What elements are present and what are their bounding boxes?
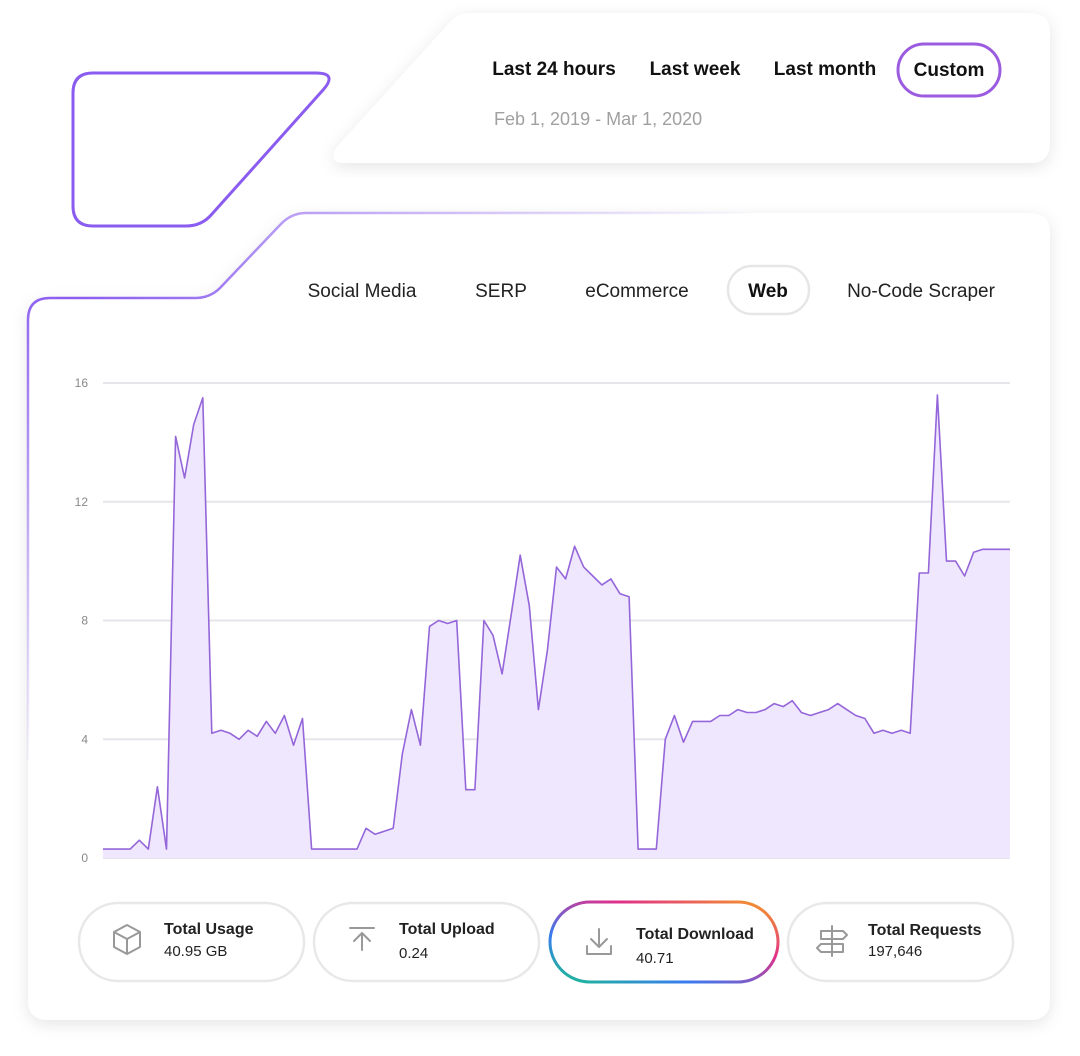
active-pill[interactable]: [726, 264, 811, 316]
chart: 0 4 8 12 16: [75, 376, 1010, 865]
category-tab[interactable]: No-Code Scraper: [847, 281, 996, 302]
download-icon: [586, 928, 612, 955]
sign-icon: [816, 925, 848, 957]
y-tick-label: 4: [81, 732, 88, 746]
stat-value: 40.71: [636, 950, 674, 967]
stat-pill: [548, 900, 780, 984]
area-fill: [103, 394, 1010, 858]
stat-value: 40.95 GB: [164, 943, 227, 960]
stat-label: Total Upload: [399, 921, 495, 938]
stat-label: Total Requests: [868, 922, 982, 939]
stat-pill: [786, 901, 1015, 983]
time-filter[interactable]: Last 24 hours: [492, 59, 616, 80]
area-line: [103, 394, 1010, 850]
category-tab[interactable]: eCommerce: [585, 281, 688, 302]
time-filter[interactable]: Custom: [914, 60, 985, 81]
stat-value: 0.24: [399, 945, 428, 962]
date-card: [333, 13, 1050, 163]
stat-value: 197,646: [868, 943, 922, 960]
y-tick-label: 8: [81, 614, 88, 628]
stat-label: Total Usage: [164, 921, 254, 938]
category-tab[interactable]: SERP: [475, 281, 527, 302]
y-tick-label: 0: [81, 851, 88, 865]
time-filter[interactable]: Last month: [774, 59, 876, 80]
decor-outline: [71, 71, 331, 228]
active-pill[interactable]: [896, 42, 1002, 98]
y-tick-label: 16: [75, 376, 89, 390]
category-tab[interactable]: Social Media: [308, 281, 417, 302]
box-icon: [113, 924, 141, 955]
category-tab[interactable]: Web: [748, 281, 788, 302]
card-edge: [26, 211, 760, 760]
time-filter[interactable]: Last week: [650, 59, 741, 80]
stat-pill: [312, 901, 541, 983]
upload-icon: [349, 927, 375, 951]
stat-label: Total Download: [636, 926, 754, 943]
date-range: Feb 1, 2019 - Mar 1, 2020: [494, 109, 702, 129]
stat-pill: [77, 901, 306, 983]
y-tick-label: 12: [75, 495, 89, 509]
